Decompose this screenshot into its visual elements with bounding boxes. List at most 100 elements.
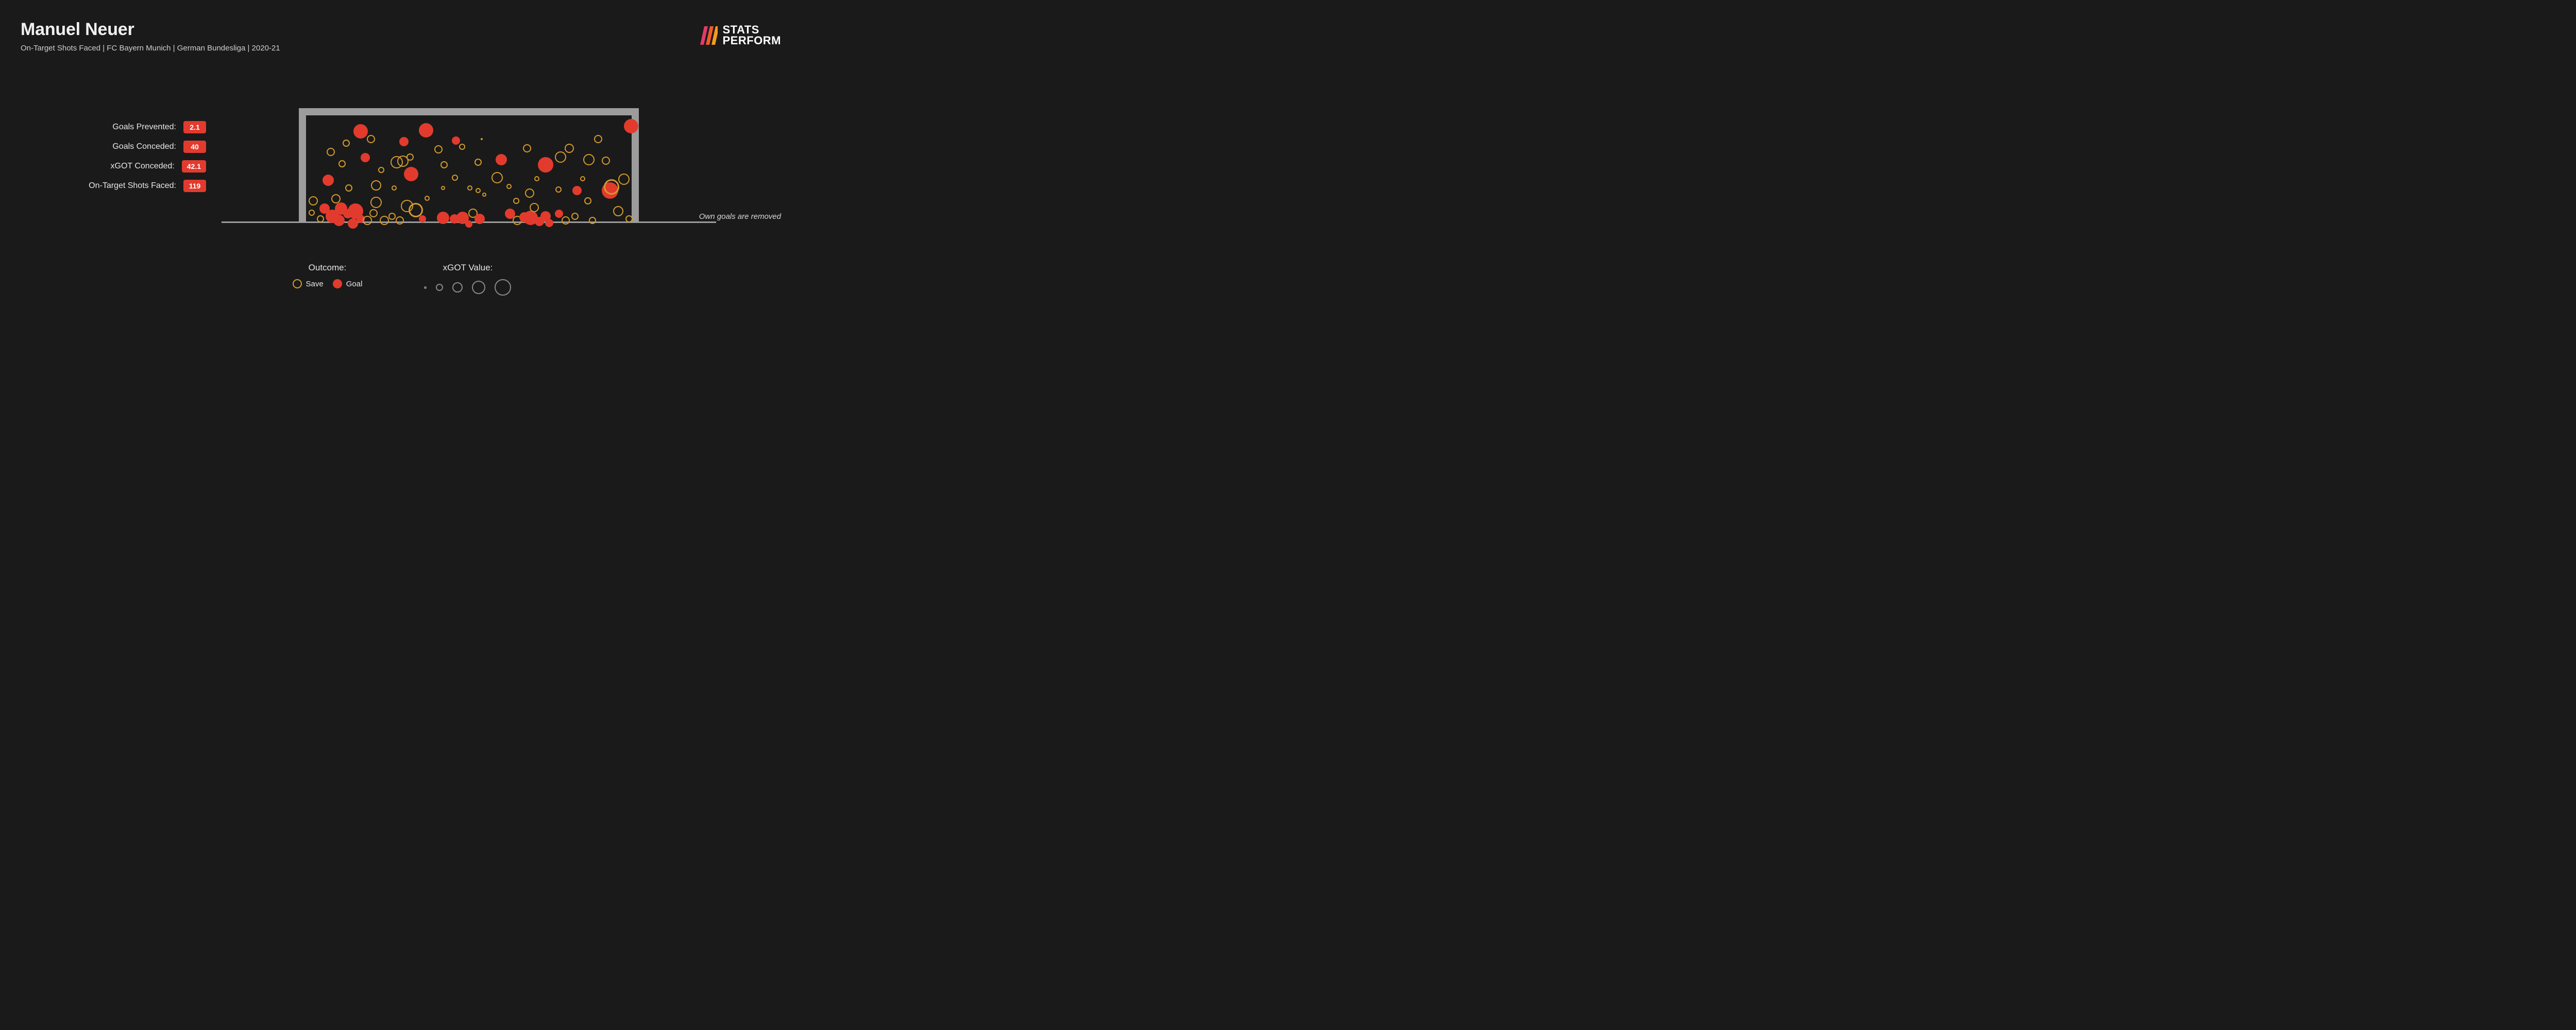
- shot-save: [370, 197, 382, 208]
- header: Manuel Neuer On-Target Shots Faced | FC …: [21, 20, 280, 53]
- xgot-size-icon: [436, 284, 443, 291]
- goal-chart: [222, 108, 716, 232]
- shot-save: [369, 209, 378, 217]
- stat-label: On-Target Shots Faced:: [89, 181, 176, 191]
- shot-save: [380, 216, 389, 225]
- shot-save: [441, 186, 445, 190]
- shot-goal: [437, 212, 449, 224]
- shot-save: [474, 159, 482, 166]
- stat-row: xGOT Conceded: 42.1: [21, 160, 206, 173]
- shot-save: [523, 144, 531, 152]
- legend-xgot: xGOT Value:: [424, 263, 511, 296]
- legend-goal: Goal: [333, 279, 363, 288]
- shot-save: [604, 179, 619, 195]
- shot-save: [425, 196, 430, 201]
- shot-save: [378, 167, 384, 173]
- shot-save: [506, 184, 512, 189]
- shot-save: [476, 188, 481, 193]
- shot-save: [583, 154, 595, 165]
- shot-goal: [624, 119, 638, 133]
- shot-goal: [538, 157, 553, 173]
- shot-save: [406, 153, 414, 161]
- shot-save: [580, 176, 585, 181]
- stat-label: Goals Conceded:: [112, 142, 176, 151]
- shot-save: [530, 203, 539, 212]
- shot-goal: [404, 167, 418, 181]
- stat-badge: 2.1: [183, 121, 206, 133]
- shot-save: [396, 216, 404, 225]
- shot-save: [525, 188, 534, 198]
- logo-icon: [699, 25, 718, 46]
- shot-save: [434, 145, 443, 153]
- shot-save: [565, 144, 574, 153]
- page-title: Manuel Neuer: [21, 20, 280, 40]
- shot-save: [625, 215, 633, 222]
- stat-badge: 42.1: [182, 160, 206, 173]
- shot-goal: [545, 219, 553, 227]
- shot-save: [482, 193, 486, 197]
- shot-save: [363, 216, 372, 225]
- stat-row: On-Target Shots Faced: 119: [21, 180, 206, 192]
- stats-panel: Goals Prevented: 2.1 Goals Conceded: 40 xGOT…: [21, 121, 206, 199]
- shot-save: [492, 172, 503, 183]
- shot-goal: [419, 123, 433, 138]
- shot-save: [594, 135, 602, 143]
- legend-outcome-title: Outcome:: [309, 263, 347, 273]
- shot-save: [618, 174, 630, 185]
- shot-save: [338, 160, 346, 167]
- stat-label: xGOT Conceded:: [111, 162, 175, 171]
- shot-save: [327, 148, 335, 156]
- shot-save: [367, 135, 375, 143]
- shot-save: [562, 216, 570, 225]
- logo-text: STATS PERFORM: [723, 25, 782, 46]
- shot-save: [343, 140, 350, 147]
- xgot-size-icon: [452, 282, 463, 293]
- shot-goal: [353, 124, 368, 139]
- stat-row: Goals Prevented: 2.1: [21, 121, 206, 133]
- shot-save: [331, 194, 341, 203]
- shot-save: [309, 210, 315, 216]
- legend: Outcome: Save Goal xGOT Value:: [0, 263, 804, 296]
- shot-save: [317, 215, 324, 222]
- shot-save: [481, 138, 483, 140]
- shot-goal: [399, 137, 409, 146]
- shot-save: [602, 157, 610, 165]
- stat-row: Goals Conceded: 40: [21, 141, 206, 153]
- shot-goal: [465, 220, 472, 228]
- shot-goal: [474, 214, 485, 224]
- shot-goal: [323, 175, 334, 186]
- shot-save: [388, 213, 396, 220]
- shot-save: [571, 213, 579, 220]
- shot-save: [584, 197, 591, 204]
- chart-note: Own goals are removed: [699, 212, 781, 221]
- legend-save: Save: [293, 279, 324, 288]
- xgot-size-icon: [424, 286, 427, 289]
- shot-save: [555, 151, 566, 163]
- shot-save: [513, 198, 519, 204]
- shot-save: [589, 217, 596, 224]
- shot-goal: [361, 153, 370, 162]
- goal-icon: [333, 279, 342, 288]
- legend-xgot-title: xGOT Value:: [443, 263, 493, 273]
- xgot-size-icon: [472, 281, 485, 294]
- stat-badge: 40: [183, 141, 206, 153]
- shot-save: [613, 206, 623, 216]
- legend-outcome: Outcome: Save Goal: [293, 263, 363, 296]
- shot-save: [345, 184, 352, 192]
- shot-goal: [452, 136, 460, 145]
- xgot-size-icon: [495, 279, 511, 296]
- stat-label: Goals Prevented:: [112, 123, 176, 132]
- shot-goal: [333, 215, 345, 226]
- shot-save: [309, 196, 318, 205]
- stats-perform-logo: STATS PERFORM: [699, 25, 782, 46]
- shot-save: [440, 161, 448, 168]
- shot-save: [371, 180, 381, 191]
- stat-badge: 119: [183, 180, 206, 192]
- save-icon: [293, 279, 302, 288]
- shot-save: [392, 185, 397, 191]
- shot-save: [459, 144, 465, 150]
- shot-save: [534, 176, 539, 181]
- shot-save: [555, 186, 562, 193]
- shot-goal: [555, 210, 563, 218]
- shot-goal: [419, 215, 426, 222]
